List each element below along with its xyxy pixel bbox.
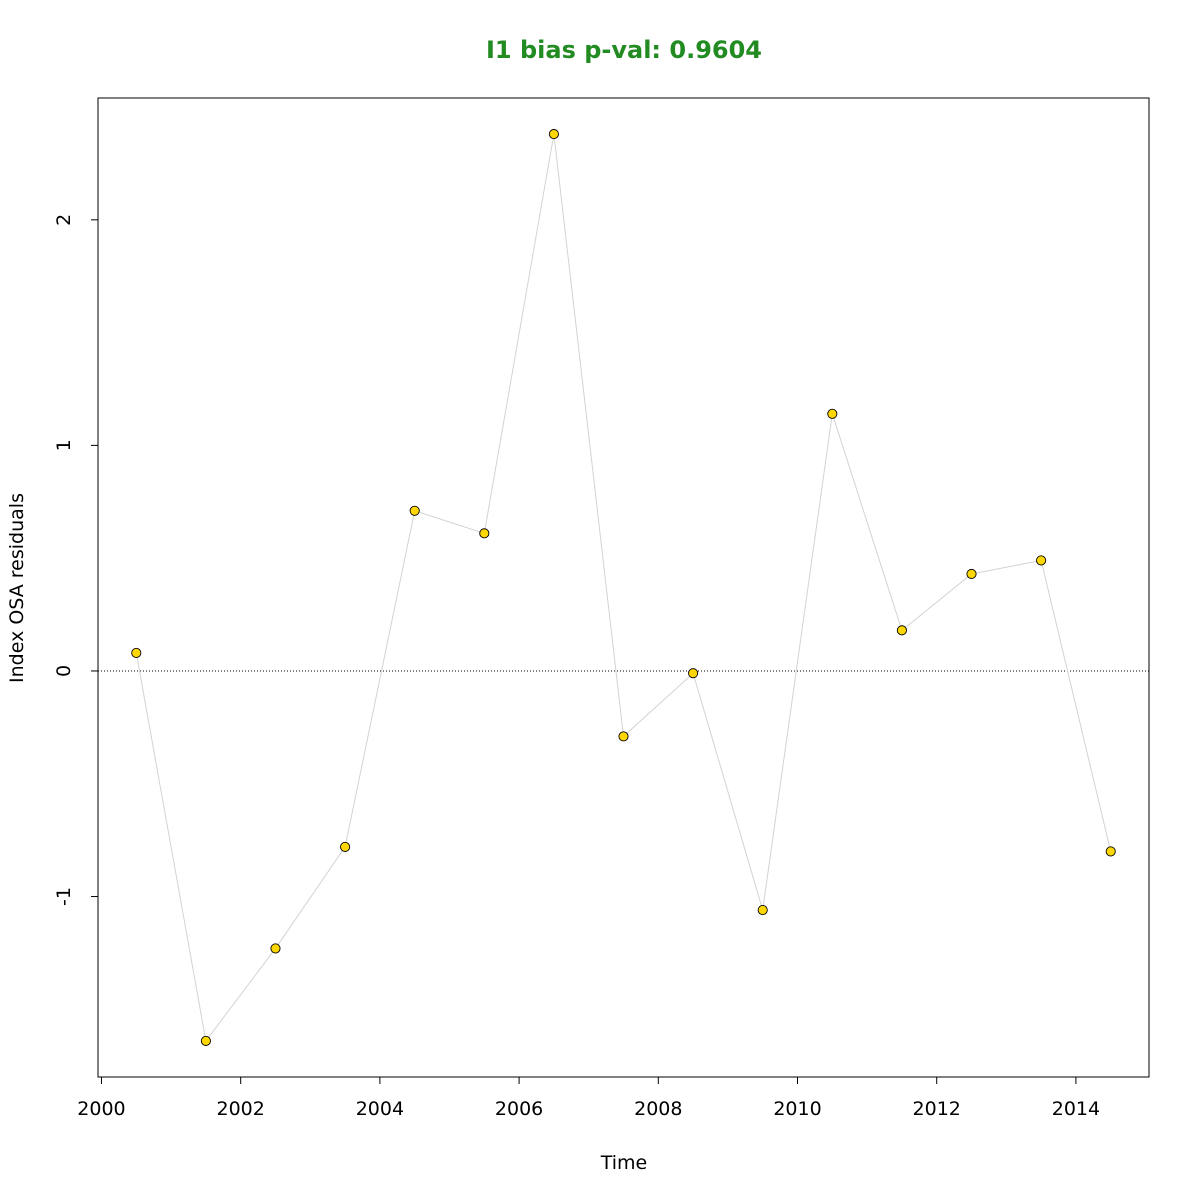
- data-point: [827, 408, 838, 419]
- x-tick-label: 2004: [356, 1098, 404, 1120]
- data-point: [409, 505, 420, 516]
- x-tick-label: 2014: [1052, 1098, 1100, 1120]
- data-point: [618, 731, 629, 742]
- x-tick-label: 2010: [773, 1098, 821, 1120]
- y-tick-label: 2: [53, 214, 75, 226]
- data-point: [200, 1035, 211, 1046]
- x-tick-label: 2006: [495, 1098, 543, 1120]
- x-tick-label: 2008: [634, 1098, 682, 1120]
- data-point: [688, 668, 699, 679]
- data-point: [757, 905, 768, 916]
- series-line: [135, 134, 1112, 1043]
- data-point: [966, 568, 977, 580]
- data-point: [896, 625, 907, 636]
- data-point: [479, 528, 490, 539]
- series-polyline: [135, 134, 1112, 1043]
- y-axis: -1 0 1 2: [53, 214, 99, 906]
- y-tick-label: 0: [53, 665, 75, 677]
- data-point: [270, 943, 281, 954]
- y-axis-title: Index OSA residuals: [6, 493, 28, 683]
- series-points: [131, 129, 1116, 1046]
- data-point: [340, 841, 351, 852]
- x-tick-label: 2002: [217, 1098, 265, 1120]
- plot-frame: [97, 97, 1150, 1078]
- x-tick-label: 2012: [913, 1098, 961, 1120]
- data-point: [548, 129, 559, 140]
- data-point: [1036, 555, 1047, 566]
- data-point: [131, 647, 142, 658]
- x-axis-title: Time: [600, 1152, 648, 1174]
- x-tick-label: 2000: [77, 1098, 125, 1120]
- y-tick-label: 1: [53, 439, 75, 451]
- y-tick-label: -1: [53, 887, 75, 906]
- chart-title: I1 bias p-val: 0.9604: [486, 36, 762, 64]
- x-axis: 2000 2002 2004 2006 2008 2010 2012 2014: [77, 1076, 1100, 1120]
- data-point: [1105, 846, 1116, 857]
